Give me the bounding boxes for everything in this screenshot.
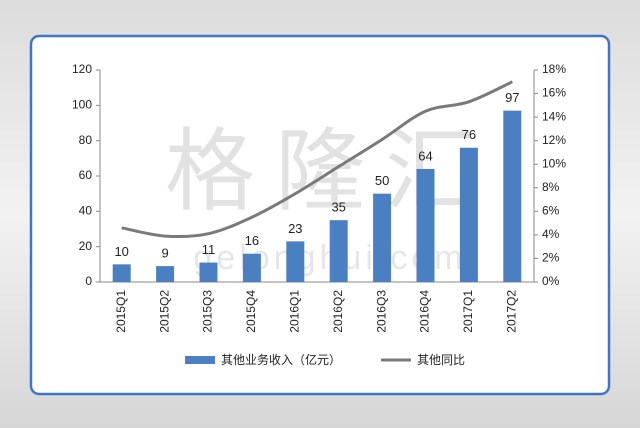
bar	[503, 110, 522, 282]
x-tick-label: 2015Q2	[157, 290, 171, 333]
panel	[29, 34, 611, 396]
y2-tick-label: 18%	[542, 62, 566, 76]
bar-value-label: 50	[375, 173, 389, 188]
bar-value-label: 97	[505, 90, 519, 105]
x-tick-label: 2015Q4	[244, 290, 258, 333]
bar-value-label: 11	[202, 242, 216, 257]
bar	[286, 241, 305, 282]
bar-value-label: 23	[288, 221, 302, 236]
bar	[199, 262, 218, 282]
y-tick-label: 20	[79, 239, 93, 253]
bar-value-label: 64	[418, 148, 432, 163]
bar-value-label: 76	[462, 127, 476, 142]
y-tick-label: 100	[72, 98, 92, 112]
x-tick-label: 2016Q2	[331, 290, 345, 333]
legend-label: 其他业务收入（亿元）	[221, 352, 341, 367]
bar	[242, 253, 261, 282]
x-tick-label: 2015Q1	[114, 290, 128, 333]
y-tick-label: 80	[79, 133, 93, 147]
y2-tick-label: 2%	[542, 251, 560, 265]
y2-tick-label: 16%	[542, 86, 566, 100]
y-tick-label: 120	[72, 62, 92, 76]
line	[121, 80, 513, 239]
x-tick-label: 2016Q1	[287, 290, 301, 333]
bar-value-label: 9	[161, 246, 168, 261]
bar	[329, 220, 348, 282]
x-tick-label: 2015Q3	[201, 290, 215, 333]
legend-swatch	[185, 356, 215, 364]
x-tick-label: 2017Q1	[461, 290, 475, 333]
bar	[156, 266, 175, 282]
y-tick-label: 60	[79, 168, 93, 182]
x-tick-label: 2016Q4	[418, 290, 432, 333]
x-tick-label: 2017Q2	[504, 290, 518, 333]
legend-label: 其他同比	[417, 353, 465, 367]
bar-value-label: 35	[331, 200, 345, 215]
bar-value-label: 16	[245, 233, 259, 248]
y2-tick-label: 6%	[542, 204, 560, 218]
bar-value-label: 10	[114, 244, 128, 259]
y2-tick-label: 14%	[542, 109, 566, 123]
bar	[112, 264, 131, 282]
y2-tick-label: 10%	[542, 156, 566, 170]
bar	[416, 168, 435, 282]
y2-tick-label: 8%	[542, 180, 560, 194]
bar	[459, 147, 478, 282]
y2-tick-label: 4%	[542, 227, 560, 241]
bar	[373, 193, 392, 282]
y2-tick-label: 12%	[542, 133, 566, 147]
y2-tick-label: 0%	[542, 274, 560, 288]
y-tick-label: 0	[85, 274, 92, 288]
y-tick-label: 40	[79, 204, 93, 218]
x-tick-label: 2016Q3	[374, 290, 388, 333]
